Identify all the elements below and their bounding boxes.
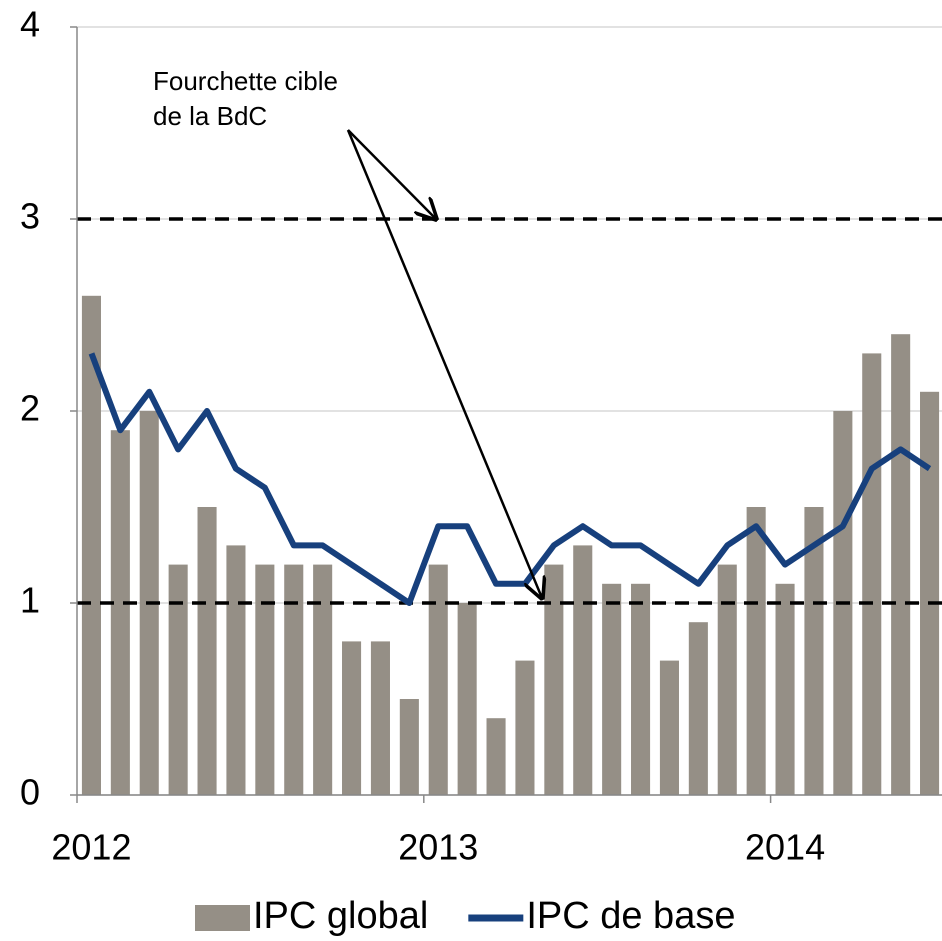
y-tick-label: 3 — [20, 196, 40, 237]
bar — [284, 564, 304, 795]
legend-swatch — [195, 905, 250, 931]
bar — [891, 334, 911, 795]
x-tick-label: 2013 — [398, 827, 478, 868]
bar — [631, 583, 651, 795]
bar — [862, 353, 882, 795]
bar — [255, 564, 275, 795]
x-tick-label: 2012 — [51, 827, 131, 868]
bar — [313, 564, 333, 795]
y-tick-label: 4 — [20, 4, 40, 45]
bar — [544, 564, 564, 795]
legend-label: IPC global — [253, 895, 428, 937]
bar — [688, 622, 708, 795]
bar — [717, 564, 737, 795]
legend-label: IPC de base — [526, 895, 735, 937]
bar — [81, 295, 101, 795]
bar — [342, 641, 362, 795]
bar — [457, 603, 477, 795]
bar — [920, 391, 940, 795]
bar — [775, 583, 795, 795]
y-tick-label: 2 — [20, 388, 40, 429]
y-tick-label: 0 — [20, 772, 40, 813]
bar — [370, 641, 390, 795]
annotation: Fourchette cible — [153, 66, 338, 96]
bar — [399, 699, 419, 795]
bar — [197, 507, 217, 795]
annotation: de la BdC — [153, 101, 267, 131]
annotation-arrow — [347, 129, 436, 219]
x-tick-label: 2014 — [745, 827, 825, 868]
bar — [515, 660, 535, 795]
bar — [168, 564, 188, 795]
y-tick-label: 1 — [20, 580, 40, 621]
annotation-arrow — [346, 129, 542, 598]
line — [88, 352, 932, 606]
bar — [804, 507, 824, 795]
bar — [226, 545, 246, 795]
bar — [602, 583, 622, 795]
bar — [486, 718, 506, 795]
bar — [659, 660, 679, 795]
bar — [573, 545, 593, 795]
bar — [746, 507, 766, 795]
bar — [110, 430, 130, 795]
bar — [428, 564, 448, 795]
